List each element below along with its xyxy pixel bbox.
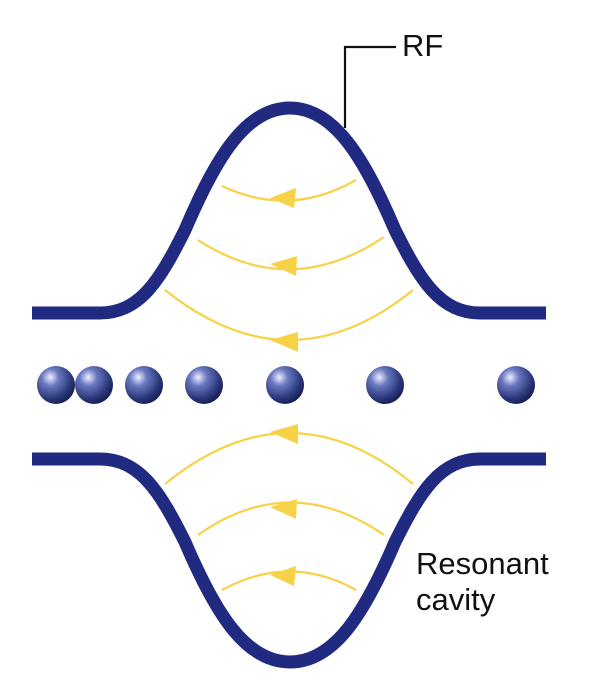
particle-5 bbox=[266, 366, 304, 404]
field-arrow-upper-3 bbox=[270, 332, 298, 352]
upper-field-lines bbox=[164, 179, 414, 352]
rf-label: RF bbox=[402, 28, 444, 63]
particle-1 bbox=[37, 366, 75, 404]
field-arrow-lower-3 bbox=[270, 566, 296, 586]
particle-4 bbox=[185, 366, 223, 404]
field-arrow-lower-2 bbox=[270, 499, 297, 519]
lower-cavity-wall bbox=[32, 452, 546, 669]
rf-leader-line bbox=[343, 45, 396, 128]
resonant-cavity-label-line-1: Resonant bbox=[416, 546, 549, 581]
particle-beam bbox=[37, 366, 535, 404]
field-line-upper-3 bbox=[164, 289, 414, 342]
field-arrow-upper-1 bbox=[270, 188, 296, 208]
particle-6 bbox=[366, 366, 404, 404]
upper-cavity-wall bbox=[32, 101, 546, 320]
particle-7 bbox=[497, 366, 535, 404]
particle-3 bbox=[125, 366, 163, 404]
lower-field-lines bbox=[164, 424, 414, 591]
resonant-cavity-label: Resonant cavity bbox=[416, 546, 549, 617]
resonant-cavity-label-line-2: cavity bbox=[416, 581, 496, 617]
particle-2 bbox=[75, 366, 113, 404]
field-arrow-upper-2 bbox=[270, 256, 297, 276]
field-line-lower-1 bbox=[164, 431, 414, 485]
field-arrow-lower-1 bbox=[270, 424, 298, 444]
